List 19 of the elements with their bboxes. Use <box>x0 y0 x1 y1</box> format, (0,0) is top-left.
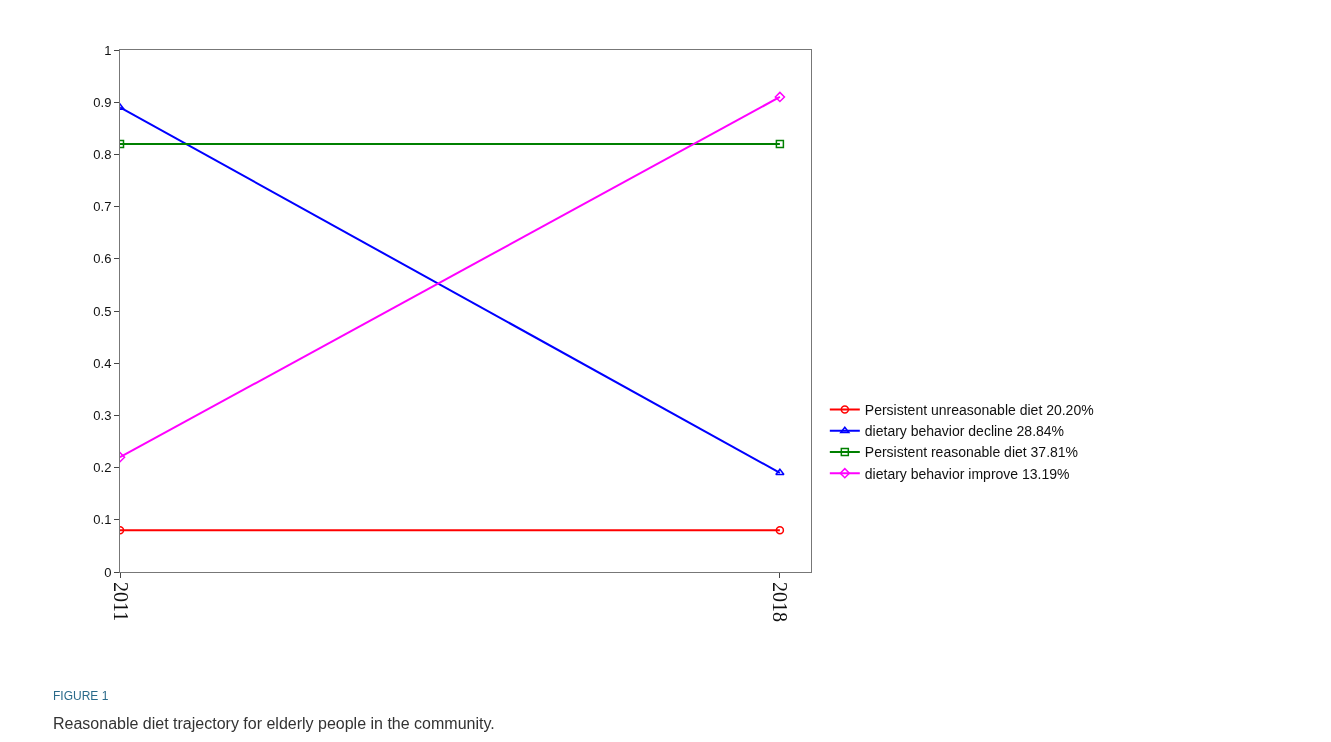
caption: FIGURE 1 <box>53 689 109 703</box>
y-tick-label: 1 <box>104 42 112 58</box>
y-tick-label: 0.5 <box>93 303 112 319</box>
legend-label: dietary behavior improve 13.19% <box>864 465 1070 482</box>
y-tick-label: 0.1 <box>93 512 112 528</box>
y-tick-label: 0.4 <box>93 355 112 371</box>
y-tick-label: 0.7 <box>93 199 112 215</box>
y-tick-label: 0.8 <box>93 146 112 162</box>
y-tick-label: 0.2 <box>93 460 112 476</box>
y-tick-label: 0.6 <box>93 251 112 267</box>
x-tick-label: 2011 <box>109 582 132 622</box>
y-tick-label: 0.9 <box>93 94 112 110</box>
legend-label: dietary behavior decline 28.84% <box>864 423 1065 440</box>
legend-label: Persistent unreasonable diet 20.20% <box>864 402 1094 419</box>
y-tick-label: 0 <box>104 564 112 580</box>
text: Reasonable diet trajectory for elderly people in the community. <box>53 715 495 732</box>
legend-label: Persistent reasonable diet 37.81% <box>864 444 1079 461</box>
y-tick-label: 0.3 <box>93 407 112 423</box>
x-tick-label: 2018 <box>769 582 792 622</box>
